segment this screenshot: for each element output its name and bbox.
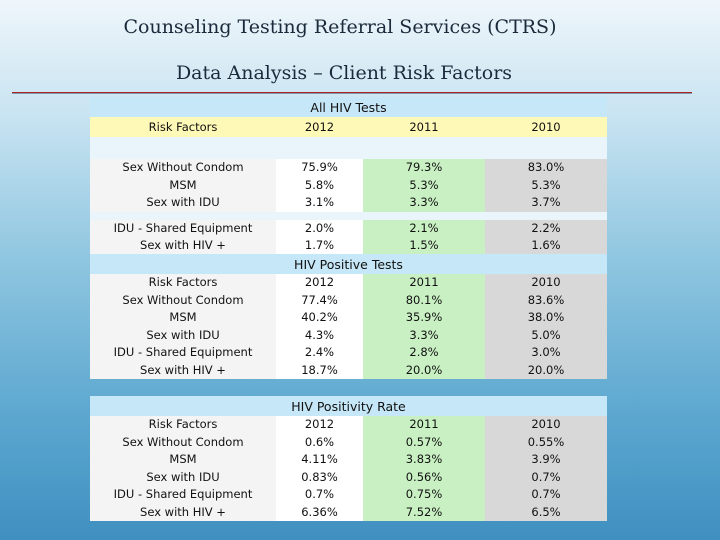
value-cell: 3.7% [531, 195, 561, 209]
table-body: Risk Factors Sex Without Condom MSM Sex … [90, 416, 607, 521]
value-cell: 6.36% [301, 504, 338, 519]
year-header: 2011 [409, 275, 439, 289]
value-cell: 3.1% [304, 195, 335, 209]
row-label: IDU - Shared Equipment [113, 220, 253, 235]
value-cell: 3.3% [409, 195, 439, 209]
value-cell: 3.9% [531, 452, 561, 466]
value-cell: 0.56% [405, 469, 443, 484]
value-cell: 5.3% [409, 177, 439, 192]
value-cell: 80.1% [405, 292, 443, 307]
row-label: Sex with IDU [146, 195, 220, 209]
header-row: Risk Factors 2012 2011 2010 [90, 117, 607, 137]
row-label: Sex Without Condom [122, 160, 244, 174]
hiv-positivity-rate-table: HIV Positivity Rate Risk Factors Sex Wit… [90, 396, 607, 521]
value-cell: 77.4% [301, 292, 338, 307]
column-2012: 75.9% 5.8% 3.1% 2.0% 1.7% [276, 159, 363, 255]
value-cell: 1.6% [531, 238, 561, 252]
value-cell: 6.5% [531, 504, 561, 519]
value-cell: 75.9% [301, 160, 338, 174]
value-cell: 7.52% [405, 504, 443, 519]
value-cell: 5.3% [531, 177, 561, 192]
column-2012: 2012 77.4% 40.2% 4.3% 2.4% 18.7% [276, 274, 363, 379]
value-cell: 40.2% [301, 310, 338, 324]
table-title: HIV Positivity Rate [90, 396, 607, 416]
value-cell: 2.8% [409, 345, 439, 359]
value-cell: 20.0% [405, 362, 443, 377]
table-body: Sex Without Condom MSM Sex with IDU IDU … [90, 159, 607, 255]
value-cell: 4.3% [304, 327, 335, 342]
value-cell: 5.8% [304, 177, 335, 192]
hiv-positive-tests-table: HIV Positive Tests Risk Factors Sex With… [90, 254, 607, 379]
table-body: Risk Factors Sex Without Condom MSM Sex … [90, 274, 607, 379]
value-cell: 4.11% [301, 452, 338, 466]
table-title: All HIV Tests [90, 97, 607, 117]
column-2010: 2010 83.6% 38.0% 5.0% 3.0% 20.0% [485, 274, 607, 379]
value-cell: 5.0% [531, 327, 561, 342]
year-header: 2011 [409, 120, 439, 134]
column-2012: 2012 0.6% 4.11% 0.83% 0.7% 6.36% [276, 416, 363, 521]
value-cell: 79.3% [405, 160, 443, 174]
value-cell: 0.7% [531, 487, 561, 501]
value-cell: 3.83% [405, 452, 443, 466]
row-label: MSM [169, 452, 197, 466]
value-cell: 3.0% [531, 345, 561, 359]
year-header: 2010 [531, 120, 561, 134]
value-cell: 0.7% [304, 487, 335, 501]
column-2010: 83.0% 5.3% 3.7% 2.2% 1.6% [485, 159, 607, 255]
year-header: 2012 [304, 275, 335, 289]
column-2011: 2011 0.57% 3.83% 0.56% 0.75% 7.52% [363, 416, 485, 521]
risk-factors-header: Risk Factors [148, 120, 218, 134]
value-cell: 0.7% [531, 469, 561, 484]
value-cell: 83.0% [527, 160, 565, 174]
label-column: Risk Factors Sex Without Condom MSM Sex … [90, 274, 276, 379]
slide-subtitle: Data Analysis – Client Risk Factors [175, 62, 513, 84]
year-header: 2012 [304, 417, 335, 431]
row-label: Sex with HIV + [140, 238, 226, 252]
risk-factors-header: Risk Factors [148, 275, 218, 289]
year-header: 2010 [531, 417, 561, 431]
row-label: MSM [169, 177, 197, 192]
year-header: 2010 [531, 275, 561, 289]
row-label: Sex with IDU [146, 327, 220, 342]
value-cell: 38.0% [527, 310, 565, 324]
row-label: IDU - Shared Equipment [113, 487, 253, 501]
value-cell: 0.6% [304, 434, 335, 449]
value-cell: 1.5% [409, 238, 439, 252]
value-cell: 35.9% [405, 310, 443, 324]
column-2010: 2010 0.55% 3.9% 0.7% 0.7% 6.5% [485, 416, 607, 521]
row-label: Sex Without Condom [122, 434, 244, 449]
year-header: 2012 [304, 120, 335, 134]
all-hiv-tests-table: All HIV Tests Risk Factors 2012 2011 201… [90, 97, 607, 255]
row-label: Sex with HIV + [140, 362, 226, 377]
slide-title: Counseling Testing Referral Services (CT… [123, 16, 557, 38]
value-cell: 1.7% [304, 238, 335, 252]
column-2011: 79.3% 5.3% 3.3% 2.1% 1.5% [363, 159, 485, 255]
column-2011: 2011 80.1% 35.9% 3.3% 2.8% 20.0% [363, 274, 485, 379]
row-label: Sex Without Condom [122, 292, 244, 307]
value-cell: 0.75% [405, 487, 443, 501]
row-label: Sex with IDU [146, 469, 220, 484]
title-divider [12, 92, 692, 93]
value-cell: 2.1% [409, 220, 439, 235]
value-cell: 0.57% [405, 434, 443, 449]
value-cell: 2.2% [531, 220, 561, 235]
value-cell: 20.0% [527, 362, 565, 377]
risk-factors-header: Risk Factors [148, 417, 218, 431]
value-cell: 83.6% [527, 292, 565, 307]
table-title: HIV Positive Tests [90, 254, 607, 274]
value-cell: 2.0% [304, 220, 335, 235]
row-label: IDU - Shared Equipment [113, 345, 253, 359]
row-label: Sex with HIV + [140, 504, 226, 519]
row-label: MSM [169, 310, 197, 324]
value-cell: 3.3% [409, 327, 439, 342]
label-column: Risk Factors Sex Without Condom MSM Sex … [90, 416, 276, 521]
label-column: Sex Without Condom MSM Sex with IDU IDU … [90, 159, 276, 255]
value-cell: 18.7% [301, 362, 338, 377]
year-header: 2011 [409, 417, 439, 431]
value-cell: 2.4% [304, 345, 335, 359]
value-cell: 0.55% [527, 434, 565, 449]
value-cell: 0.83% [301, 469, 338, 484]
